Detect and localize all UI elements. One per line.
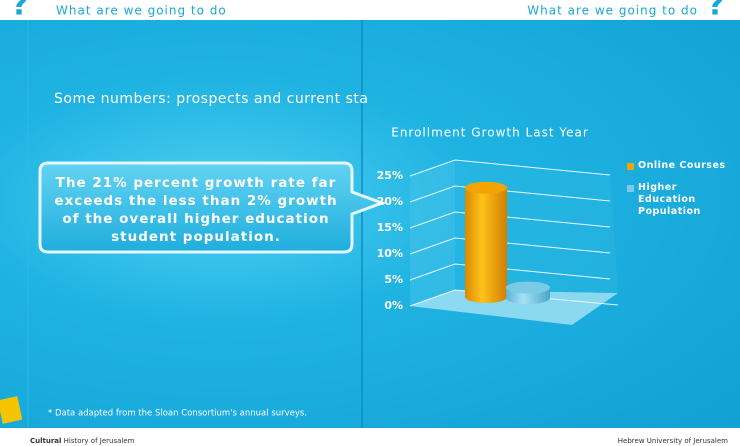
chart <box>409 159 619 325</box>
question-icon: ? <box>11 0 28 23</box>
question-icon: ? <box>707 0 724 23</box>
grid-line <box>409 237 611 255</box>
footer-text: Hebrew University of Jerusalem <box>618 437 728 445</box>
legend-label: Higher Education Population <box>638 182 701 217</box>
callout-text: The 21% percent growth rate far exceeds … <box>54 175 338 245</box>
legend-swatch <box>627 185 634 192</box>
y-tick-label: 0% <box>384 299 403 312</box>
grid-line <box>409 263 611 281</box>
corner-icon <box>0 396 23 424</box>
callout-bubble <box>38 161 387 254</box>
bar-top <box>506 281 550 294</box>
y-tick-label: 10% <box>377 247 403 260</box>
slide-heading: Some numbers: prospects and current sta <box>54 91 368 107</box>
footer-bar <box>0 428 740 446</box>
chart-title: Enrollment Growth Last Year <box>391 126 589 140</box>
bar <box>465 187 507 297</box>
y-tick-label: 25% <box>377 169 403 182</box>
grid-line <box>409 211 611 229</box>
y-tick-label: 20% <box>377 195 403 208</box>
grid-line <box>409 159 611 177</box>
legend-label: Online Courses <box>638 160 726 171</box>
header-title: What are we going to do <box>56 4 227 18</box>
header-title: What are we going to do <box>527 4 698 18</box>
y-tick-label: 15% <box>377 221 403 234</box>
header-bar <box>0 0 740 20</box>
legend-swatch <box>627 163 634 170</box>
y-tick-label: 5% <box>384 273 403 286</box>
grid-line <box>409 185 611 203</box>
footer-text: Cultural History of Jerusalem <box>30 437 135 445</box>
callout <box>38 161 387 254</box>
grid-line <box>409 289 619 307</box>
footnote: * Data adapted from the Sloan Consortium… <box>48 409 307 419</box>
chart-floor <box>410 290 618 325</box>
bar-top <box>465 181 507 194</box>
chart-side-wall <box>410 160 455 306</box>
